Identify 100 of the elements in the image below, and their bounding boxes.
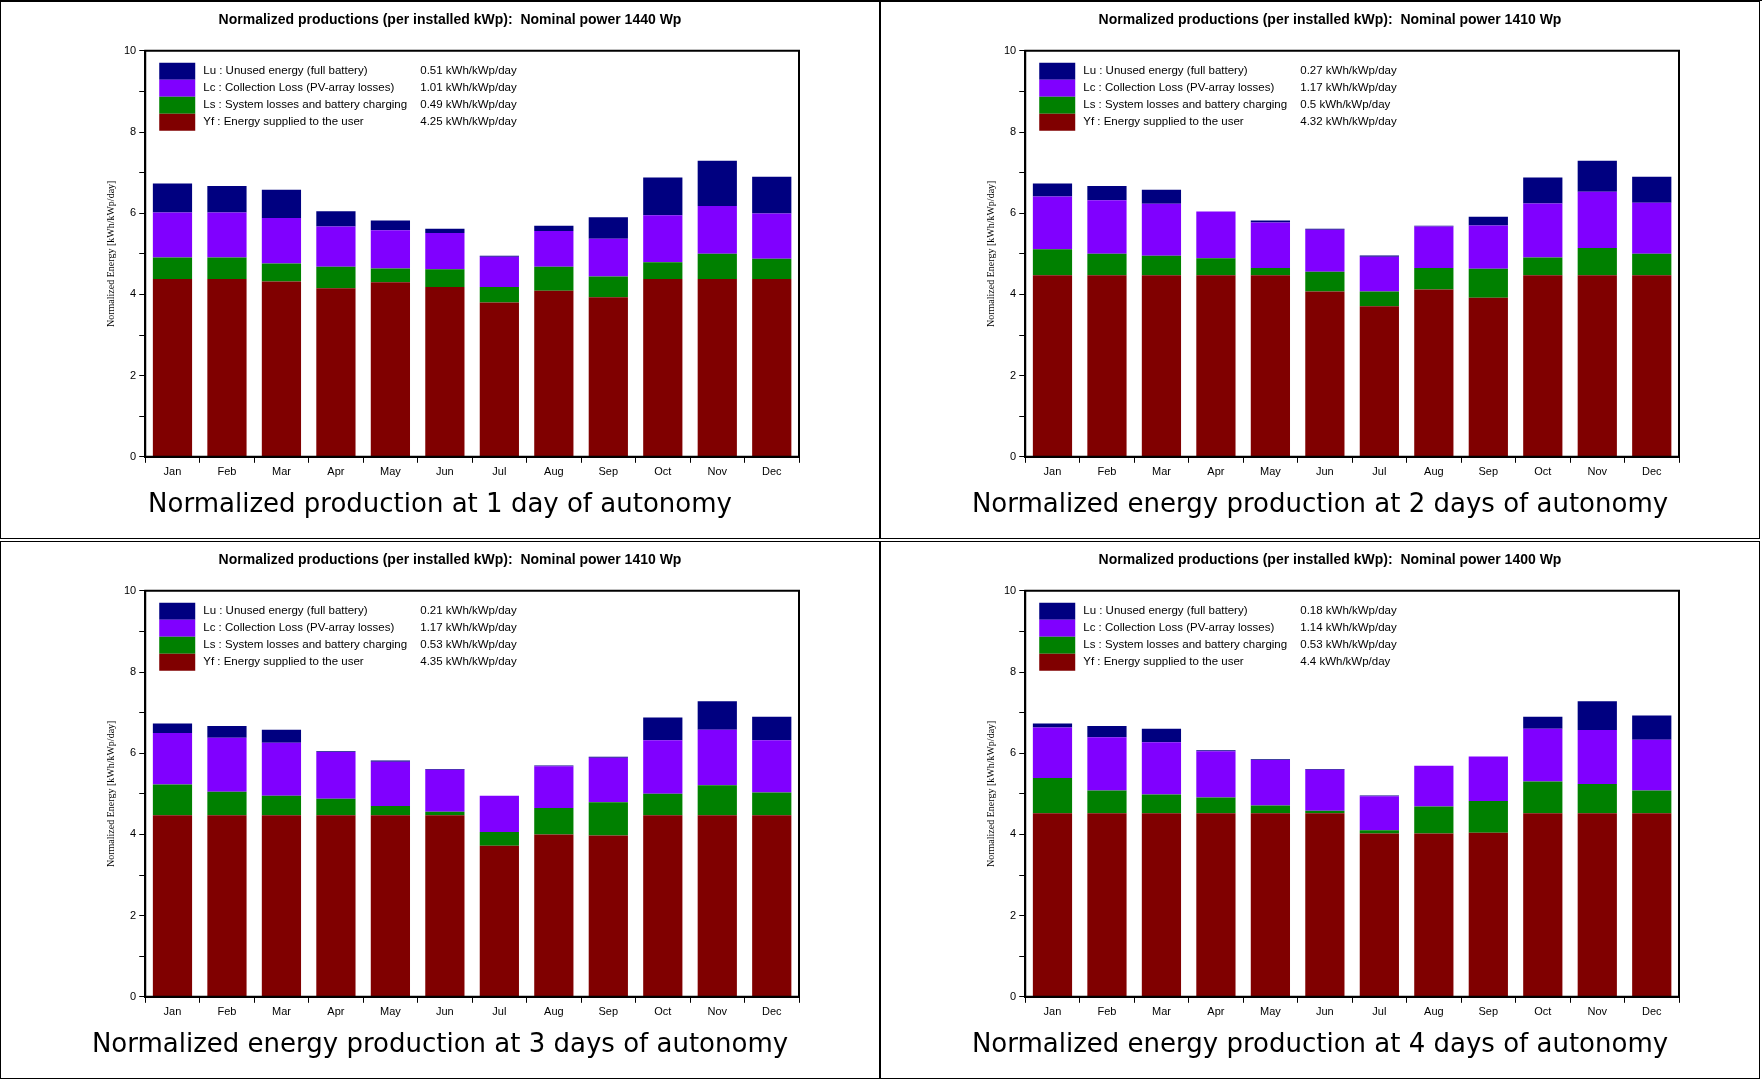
bar xyxy=(697,814,737,996)
y-tick-label: 10 xyxy=(123,43,137,56)
legend-label: Ls : System losses and battery charging 0.49 kWh/kWp/day xyxy=(203,98,517,111)
bar xyxy=(1141,275,1182,457)
text: Lc : Collection Loss (PV-array losses) 1.01 kWh/kWp/day xyxy=(203,81,517,94)
x-tick-label: Dec xyxy=(1641,1004,1663,1017)
bar xyxy=(1632,202,1672,254)
text: Lc : Collection Loss (PV-array losses) 1.17 kWh/kWp/day xyxy=(1083,81,1397,94)
bar xyxy=(1196,812,1236,996)
bar xyxy=(1414,289,1454,457)
bar xyxy=(1577,812,1617,996)
bar xyxy=(1577,160,1617,192)
bar xyxy=(152,212,193,258)
x-tick-label: Jun xyxy=(436,1004,454,1017)
x-tick-label: Jan xyxy=(1043,465,1062,478)
bar xyxy=(643,177,683,216)
bar xyxy=(370,814,411,996)
y-tick-label: 4 xyxy=(130,826,137,839)
x-tick-label: Jul xyxy=(1372,1004,1387,1017)
bar xyxy=(1414,226,1454,269)
bar xyxy=(1196,796,1236,813)
y-tick-label: 8 xyxy=(1010,125,1017,138)
bar xyxy=(1577,783,1617,813)
bar xyxy=(152,278,193,457)
bar xyxy=(588,217,628,239)
bar xyxy=(697,205,737,254)
bar xyxy=(1305,812,1345,996)
bar xyxy=(1141,255,1182,276)
bar xyxy=(1468,832,1508,996)
x-tick-label: Nov xyxy=(1587,1004,1608,1017)
bar xyxy=(1141,812,1182,996)
bar xyxy=(752,792,792,815)
bar xyxy=(425,269,465,288)
bar xyxy=(1414,268,1454,290)
bar xyxy=(697,253,737,279)
y-tick-label: 8 xyxy=(130,125,137,138)
chart-title: Normalized productions (per installed kWp): Nominal power 1440 Wp xyxy=(218,11,682,28)
y-tick-label: 4 xyxy=(1010,287,1017,300)
text: Yf : Energy supplied to the user 4.35 kWh/kWp/day xyxy=(203,654,517,667)
bar xyxy=(261,814,302,996)
bar xyxy=(1305,271,1345,292)
x-tick-label: Feb xyxy=(217,1004,237,1017)
bar xyxy=(588,757,628,802)
x-tick-label: Sep xyxy=(598,1004,619,1017)
x-tick-label: Mar xyxy=(271,465,292,478)
bar xyxy=(534,231,574,267)
bar xyxy=(1523,781,1563,813)
bar xyxy=(1196,211,1236,259)
y-tick-label: 0 xyxy=(130,989,137,1002)
bar xyxy=(1196,258,1236,276)
bar xyxy=(1632,739,1672,791)
bar xyxy=(1305,229,1345,272)
text: Yf : Energy supplied to the user 4.25 kWh/kWp/day xyxy=(203,115,517,128)
bar xyxy=(1032,727,1073,778)
bar xyxy=(425,233,465,270)
bar xyxy=(1632,253,1672,276)
bar xyxy=(1087,200,1127,254)
bar xyxy=(1577,275,1617,457)
bar xyxy=(643,215,683,263)
y-tick-label: 0 xyxy=(1010,989,1017,1002)
y-tick-label: 2 xyxy=(130,368,137,381)
bar xyxy=(1414,805,1454,834)
bar xyxy=(207,737,247,792)
bar xyxy=(1087,186,1127,201)
bar xyxy=(643,739,683,794)
bar xyxy=(316,814,356,996)
x-tick-label: Sep xyxy=(1478,465,1499,478)
y-tick-label: 0 xyxy=(130,449,137,462)
bar xyxy=(261,263,302,282)
y-tick-label: 6 xyxy=(130,206,137,219)
bar xyxy=(1577,729,1617,784)
bar xyxy=(588,238,628,277)
bar xyxy=(1468,800,1508,833)
bar xyxy=(316,751,356,799)
x-tick-label: Nov xyxy=(707,1004,728,1017)
y-tick-label: 10 xyxy=(123,583,137,596)
bar xyxy=(370,220,411,231)
bar xyxy=(1087,736,1127,791)
bar xyxy=(479,831,519,846)
x-tick-label: Oct xyxy=(1534,465,1552,478)
text: Normalized production at 1 day of autonomy xyxy=(147,488,733,518)
bar xyxy=(1141,728,1182,742)
legend-label: Ls : System losses and battery charging 0.5 kWh/kWp/day xyxy=(1083,98,1391,111)
bar xyxy=(261,742,302,796)
bar xyxy=(1141,189,1182,204)
bar xyxy=(588,835,628,996)
bar xyxy=(316,211,356,227)
y-tick-label: 0 xyxy=(1010,449,1017,462)
x-tick-label: Mar xyxy=(1151,465,1172,478)
bar xyxy=(752,716,792,740)
x-tick-label: Mar xyxy=(1151,1004,1172,1017)
bar xyxy=(534,765,574,808)
bar xyxy=(1250,805,1291,813)
bar xyxy=(207,725,247,738)
legend-label: Ls : System losses and battery charging 0.53 kWh/kWp/day xyxy=(1083,637,1397,650)
bar xyxy=(479,287,519,303)
chart-title: Normalized productions (per installed kWp): Nominal power 1410 Wp xyxy=(1098,11,1562,28)
bar xyxy=(1032,275,1073,457)
bar xyxy=(1087,725,1127,737)
bar xyxy=(1250,222,1291,269)
